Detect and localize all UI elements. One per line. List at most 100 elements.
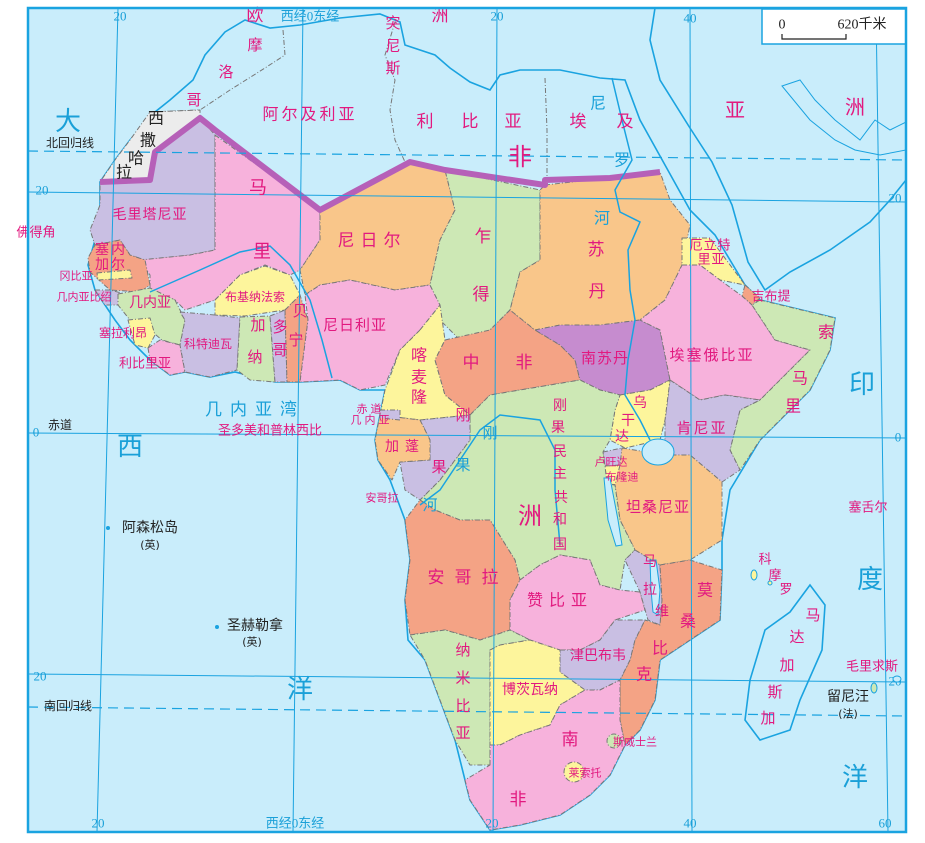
label-guinea: 几内亚 — [129, 295, 171, 311]
label-zimbabwe: 津巴布韦 — [570, 648, 626, 664]
equator-label: 赤道 — [48, 418, 72, 432]
country-western-sahara[interactable] — [99, 109, 201, 183]
label-mauritius: 毛里求斯 — [846, 660, 898, 675]
label-tanzania: 坦桑尼亚 — [626, 498, 690, 516]
comoros-island — [750, 569, 758, 581]
st-helena-owner: (英) — [242, 635, 262, 649]
label-djibouti: 吉布提 — [751, 289, 790, 305]
country-benin[interactable] — [284, 294, 309, 383]
label-rwanda: 卢旺达 — [595, 456, 628, 469]
label-eswatini: 斯威士兰 — [613, 736, 657, 749]
label-seychelles: 塞舌尔 — [848, 500, 887, 516]
country-south-africa[interactable] — [464, 679, 626, 831]
country-togo[interactable] — [269, 309, 288, 383]
scale-distance: 620千米 — [838, 17, 887, 33]
country-equatorial-guinea[interactable] — [379, 409, 401, 421]
country-lesotho[interactable] — [563, 761, 585, 783]
ascension-owner: (英) — [140, 538, 160, 552]
graticule-labels: 20 西经0东经 20 40 20 20 0 0 20 20 20 西经0东经 … — [33, 9, 902, 831]
tropic-of-capricorn-label: 南回归线 — [44, 698, 92, 713]
label-cote-divoire: 科特迪瓦 — [184, 336, 232, 351]
lon-label-40e-bottom: 40 — [684, 816, 697, 831]
country-gabon[interactable] — [374, 414, 431, 481]
label-burundi: 布隆迪 — [606, 470, 639, 484]
country-cameroon[interactable] — [379, 304, 471, 421]
st-helena-label: 圣赫勒拿 — [227, 617, 283, 634]
label-botswana: 博茨瓦纳 — [502, 681, 558, 698]
label-mauritania: 毛里塔尼亚 — [113, 207, 188, 223]
country-zambia[interactable] — [509, 554, 646, 651]
lat-label-20n-right: 20 — [889, 191, 902, 206]
label-cameroon: 喀麦隆 — [411, 346, 427, 407]
country-rwanda[interactable] — [602, 447, 623, 467]
lon-label-20e: 20 — [491, 9, 504, 24]
reunion-label: 留尼汪 — [827, 689, 869, 705]
scale-zero: 0 — [779, 18, 786, 33]
map-frame — [26, 6, 908, 834]
lon-label-0-top: 西经0东经 — [281, 9, 340, 24]
countries — [87, 109, 836, 831]
lon-label-20w-bottom: 20 — [92, 816, 105, 831]
label-gabon: 加蓬 — [385, 439, 425, 455]
label-cape-verde: 佛得角 — [16, 225, 55, 241]
country-angola[interactable] — [404, 499, 521, 641]
lake-victoria — [641, 438, 675, 466]
lake-tanganyika — [603, 477, 623, 547]
lat-label-eq-left: 0 — [33, 425, 40, 440]
sahara-boundary-line — [99, 115, 661, 213]
label-niger: 尼日尔 — [338, 231, 407, 251]
border-libya-egypt — [544, 77, 548, 182]
lon-label-40e: 40 — [684, 11, 697, 26]
label-sao-tome: 圣多美和普林西比 — [218, 423, 322, 439]
ascension-label: 阿森松岛 — [122, 520, 178, 536]
label-ethiopia: 埃塞俄比亚 — [669, 346, 754, 364]
lon-label-60e-bottom: 60 — [879, 816, 892, 831]
reunion-owner: (法) — [838, 707, 858, 721]
country-cote-divoire[interactable] — [179, 311, 241, 378]
label-south-sudan: 南苏丹 — [581, 349, 629, 367]
label-sierra-leone: 塞拉利昂 — [99, 325, 147, 340]
label-nigeria: 尼日利亚 — [323, 316, 387, 334]
country-ethiopia[interactable] — [639, 264, 811, 401]
lon-label-20w: 20 — [114, 9, 127, 24]
scale-line — [781, 34, 847, 40]
label-lesotho: 莱索托 — [569, 766, 602, 780]
label-libya: 利比亚 — [417, 112, 522, 132]
label-guinea-bissau: 几内亚比绍 — [57, 290, 112, 304]
arabia-landmass — [649, 7, 907, 292]
country-madagascar[interactable] — [744, 583, 826, 741]
label-gulf-of-guinea: 几内亚湾 — [205, 400, 305, 420]
country-gambia[interactable] — [96, 269, 133, 281]
country-ghana[interactable] — [236, 315, 276, 383]
country-eswatini[interactable] — [606, 733, 622, 749]
label-algeria: 阿尔及利亚 — [262, 105, 357, 124]
label-cabinda: 安哥拉 — [366, 491, 399, 505]
country-guinea[interactable] — [117, 287, 186, 346]
label-angola: 安哥拉 — [428, 568, 509, 588]
country-zimbabwe[interactable] — [559, 619, 646, 691]
label-liberia: 利比里亚 — [119, 357, 171, 372]
border-morocco-algeria — [199, 29, 286, 111]
lon-label-0-bottom: 西经0东经 — [266, 816, 325, 831]
lake-malawi — [649, 559, 661, 616]
lat-label-eq-right: 0 — [895, 430, 902, 445]
mauritius-island — [892, 675, 902, 683]
islands: 阿森松岛 (英) 圣赫勒拿 (英) 留尼汪 (法) — [106, 520, 902, 721]
country-nigeria[interactable] — [299, 279, 441, 391]
label-zambia: 赞比亚 — [527, 591, 593, 610]
lat-label-20n-left: 20 — [36, 183, 49, 198]
label-kenya: 肯尼亚 — [676, 419, 727, 437]
comoros-island-2 — [767, 580, 773, 586]
country-drc[interactable] — [419, 379, 636, 591]
label-tunisia: 突尼斯 — [385, 14, 400, 77]
label-burkina-faso: 布基纳法索 — [225, 290, 285, 304]
label-gambia: 冈比亚 — [60, 270, 93, 283]
graticule — [27, 7, 907, 833]
river-niger — [149, 245, 333, 379]
scale-bar: 0 620千米 — [761, 8, 907, 45]
country-sudan[interactable] — [509, 171, 691, 331]
country-sierra-leone[interactable] — [127, 317, 156, 349]
lat-label-20s-left: 20 — [34, 669, 47, 684]
river-nile — [611, 77, 651, 441]
